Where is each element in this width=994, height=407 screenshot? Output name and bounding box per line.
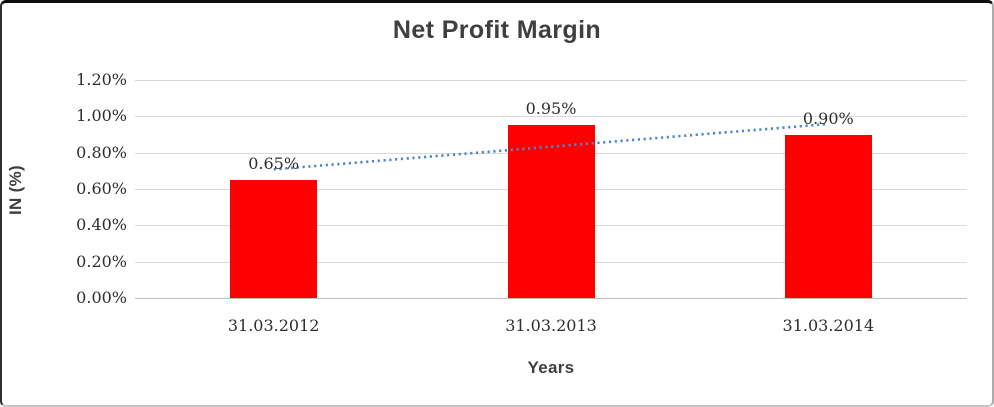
x-axis-tick-label: 31.03.2013 xyxy=(505,316,597,335)
y-axis-tick-label: 0.40% xyxy=(76,215,127,235)
y-gridline xyxy=(135,116,967,118)
y-gridline xyxy=(135,80,967,81)
bar-data-label: 0.95% xyxy=(525,99,577,119)
y-axis-tick-label: 0.60% xyxy=(76,179,127,198)
x-axis-tick-label: 31.03.2012 xyxy=(227,316,320,335)
bar-31.03.2013 xyxy=(507,125,595,298)
y-axis-tick-label: 0.80% xyxy=(76,142,127,162)
bar-data-label: 0.65% xyxy=(248,153,300,173)
trendline-path xyxy=(273,122,829,171)
chart-title: Net Profit Margin xyxy=(392,16,602,44)
x-axis-title: Years xyxy=(527,358,575,377)
y-axis-tick-label: 0.20% xyxy=(76,251,127,271)
x-axis-tick-label: 31.03.2014 xyxy=(782,316,875,335)
y-axis-tick-label: 1.20% xyxy=(76,70,127,89)
y-axis-tick-label: 0.00% xyxy=(76,288,127,307)
bar-31.03.2014 xyxy=(784,134,872,298)
bar-data-label: 0.90% xyxy=(802,108,854,128)
x-axis-line xyxy=(135,298,967,299)
plot-area: 0.65% 0.95% 0.90% xyxy=(135,80,967,299)
chart: Net Profit Margin 0.65% 0.95% 0.90% Years … xyxy=(2,3,992,405)
y-axis-tick-label: 1.00% xyxy=(76,106,127,126)
bar-31.03.2012 xyxy=(230,179,318,298)
